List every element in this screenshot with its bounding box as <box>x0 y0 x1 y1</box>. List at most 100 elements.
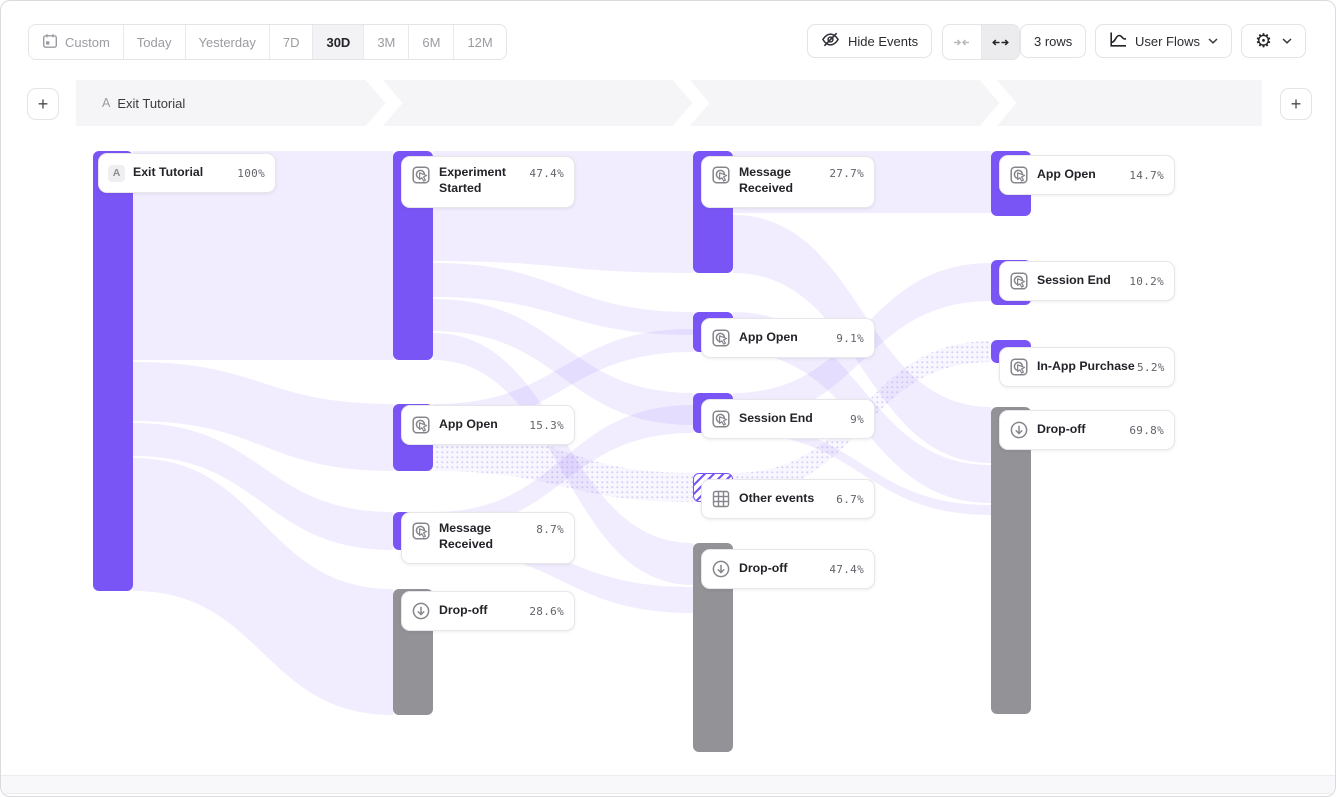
hide-events-label: Hide Events <box>848 33 919 49</box>
flow-node-card[interactable]: Drop-off 47.4% <box>701 549 875 589</box>
rows-button[interactable]: 3 rows <box>1020 24 1087 58</box>
step-separator-chevron <box>365 79 403 127</box>
event-icon <box>1010 358 1028 376</box>
flow-node-percent: 5.2% <box>1137 360 1165 374</box>
event-icon <box>712 166 730 184</box>
flow-node-card[interactable]: Session End 9% <box>701 399 875 439</box>
step-badge: A <box>102 96 111 110</box>
flow-node-card[interactable]: Drop-off 69.8% <box>999 410 1175 450</box>
calendar-icon <box>42 33 58 52</box>
flow-node-percent: 15.3% <box>529 418 564 432</box>
grid-icon <box>712 490 730 508</box>
event-icon <box>1010 272 1028 290</box>
date-range-7d[interactable]: 7D <box>269 25 314 59</box>
flow-node-label: App Open <box>439 417 498 431</box>
flow-node-card[interactable]: Other events 6.7% <box>701 479 875 519</box>
flow-node-card[interactable]: App Open 9.1% <box>701 318 875 358</box>
flow-node-bar[interactable] <box>991 407 1031 714</box>
user-flows-chart-icon <box>1109 31 1127 51</box>
dropoff-icon <box>712 560 730 578</box>
flow-node-card[interactable]: Session End 10.2% <box>999 261 1175 301</box>
flow-node-card[interactable]: App Open 15.3% <box>401 405 575 445</box>
arrows-out-icon <box>991 38 1009 46</box>
flow-node-card[interactable]: Drop-off 28.6% <box>401 591 575 631</box>
flow-node-percent: 10.2% <box>1129 274 1164 288</box>
date-range-12m[interactable]: 12M <box>454 25 506 59</box>
flow-node-label: Message Received <box>739 165 794 195</box>
date-range-custom[interactable]: Custom <box>29 25 124 59</box>
flow-node-label: App Open <box>1037 167 1096 181</box>
event-icon <box>712 410 730 428</box>
event-icon <box>412 522 430 540</box>
date-range-6m[interactable]: 6M <box>409 25 455 59</box>
settings-button[interactable]: ⚙ <box>1241 24 1307 58</box>
flow-ribbon <box>133 151 393 360</box>
flow-ribbon-dotted <box>433 429 693 502</box>
flow-ribbon <box>133 423 393 550</box>
flow-node-label: Session End <box>1037 273 1111 287</box>
chevron-down-icon <box>1208 38 1218 44</box>
flow-node-bar[interactable] <box>93 151 133 591</box>
flow-ribbon <box>433 405 693 531</box>
flow-ribbon <box>433 329 693 427</box>
flow-node-percent: 28.6% <box>529 604 564 618</box>
flow-node-percent: 9.1% <box>836 331 864 345</box>
step-separator-chevron <box>979 79 1017 127</box>
add-step-right-button[interactable]: + <box>1280 88 1312 120</box>
eye-off-icon <box>821 30 840 52</box>
footer-strip <box>1 775 1335 794</box>
dropoff-icon <box>1010 421 1028 439</box>
flow-node-percent: 27.7% <box>829 167 864 180</box>
flow-node-label: In-App Purchase <box>1037 359 1135 373</box>
flow-node-label: App Open <box>739 330 798 344</box>
flow-node-percent: 14.7% <box>1129 168 1164 182</box>
flow-node-card[interactable]: Message Received 8.7% <box>401 512 575 564</box>
flow-node-card[interactable]: A Exit Tutorial 100% <box>98 153 276 193</box>
hide-events-button[interactable]: Hide Events <box>807 24 933 58</box>
view-selector-label: User Flows <box>1135 33 1201 49</box>
flow-ribbon <box>133 458 393 715</box>
date-range-selector: Custom Today Yesterday 7D 30D 3M 6M 12M <box>28 24 507 60</box>
flow-node-card[interactable]: Message Received 27.7% <box>701 156 875 208</box>
chevron-down-icon <box>1282 38 1292 44</box>
event-icon <box>412 416 430 434</box>
flow-node-percent: 6.7% <box>836 492 864 506</box>
date-range-3m[interactable]: 3M <box>364 25 410 59</box>
flow-node-label: Session End <box>739 411 813 425</box>
flow-ribbon <box>733 423 991 515</box>
add-step-left-button[interactable]: + <box>27 88 59 120</box>
date-range-30d[interactable]: 30D <box>313 25 365 59</box>
event-icon <box>712 329 730 347</box>
flow-node-percent: 8.7% <box>536 523 564 536</box>
step-title: Exit Tutorial <box>117 95 186 111</box>
flow-node-label: Drop-off <box>739 561 788 575</box>
flow-node-card[interactable]: In-App Purchase 5.2% <box>999 347 1175 387</box>
rows-label: 3 rows <box>1034 33 1073 49</box>
arrows-in-icon <box>954 38 970 46</box>
date-range-today[interactable]: Today <box>123 25 186 59</box>
flow-node-card[interactable]: App Open 14.7% <box>999 155 1175 195</box>
flow-node-label: Other events <box>739 491 815 505</box>
flow-node-percent: 9% <box>850 412 864 426</box>
flow-node-percent: 100% <box>237 166 265 180</box>
date-range-yesterday[interactable]: Yesterday <box>185 25 270 59</box>
column-width-toggle <box>942 24 1020 60</box>
flow-node-label: Exit Tutorial <box>133 165 204 179</box>
view-selector-button[interactable]: User Flows <box>1095 24 1233 58</box>
flow-node-card[interactable]: Experiment Started 47.4% <box>401 156 575 208</box>
flow-node-percent: 47.4% <box>829 562 864 576</box>
expand-columns-button[interactable] <box>980 25 1019 59</box>
flow-ribbon <box>433 263 693 335</box>
event-icon <box>1010 166 1028 184</box>
flow-node-label: Message Received <box>439 521 494 551</box>
flow-node-label: Drop-off <box>439 603 488 617</box>
event-icon <box>412 166 430 184</box>
flow-node-percent: 69.8% <box>1129 423 1164 437</box>
step-header-label[interactable]: A Exit Tutorial <box>102 96 185 111</box>
gear-icon: ⚙ <box>1255 29 1273 52</box>
date-range-label: Custom <box>65 34 110 50</box>
collapse-columns-button[interactable] <box>943 25 981 59</box>
